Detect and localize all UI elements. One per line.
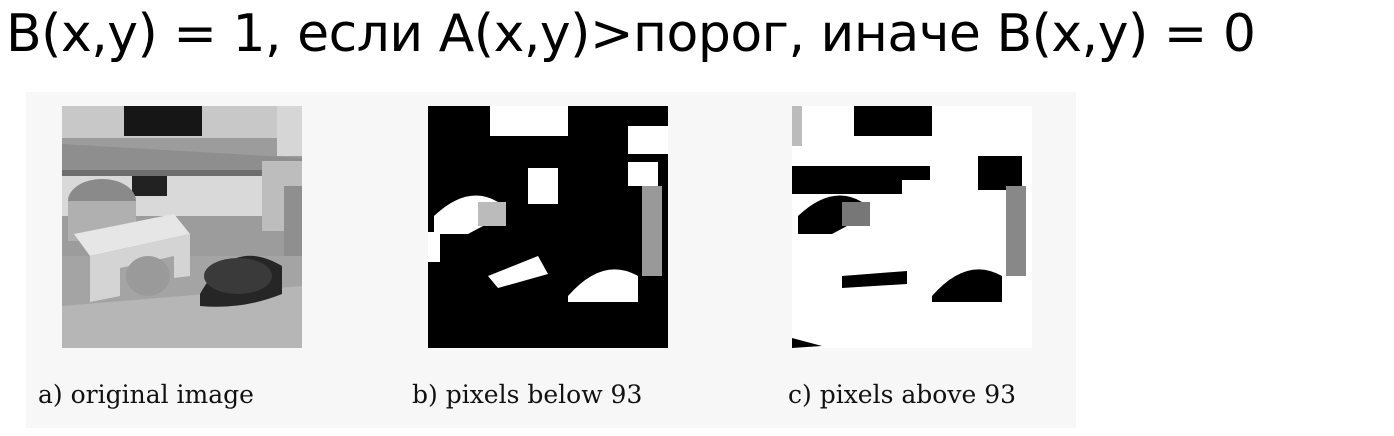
pixels-below-image [428, 106, 668, 348]
caption-pixels-below: b) pixels below 93 [412, 380, 643, 409]
original-image [62, 106, 302, 348]
caption-original: a) original image [38, 380, 254, 409]
threshold-formula: B(x,y) = 1, если A(x,y)>порог, иначе B(x… [6, 4, 1256, 64]
caption-pixels-above: c) pixels above 93 [788, 380, 1017, 409]
pixels-above-image [792, 106, 1032, 348]
